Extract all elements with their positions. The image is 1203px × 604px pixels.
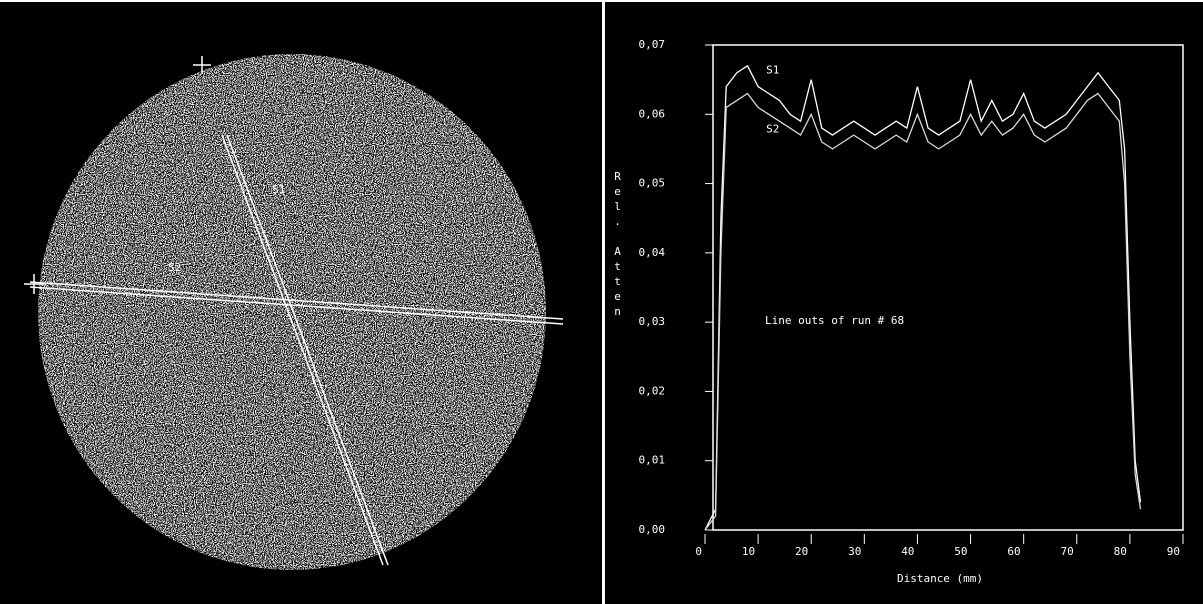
y-tick-label: 0,03 <box>639 315 666 328</box>
y-tick-label: 0,02 <box>639 384 666 397</box>
border <box>0 0 1203 2</box>
figure: S1 S2 Rel. Atten Distance (mm) Line outs… <box>0 0 1203 604</box>
y-tick-label: 0,07 <box>639 38 666 51</box>
y-tick-label: 0,01 <box>639 454 666 467</box>
y-axis-label: Rel. Atten <box>611 170 624 320</box>
y-tick-label: 0,05 <box>639 177 666 190</box>
x-tick-label: 70 <box>1061 545 1074 558</box>
x-tick-label: 40 <box>901 545 914 558</box>
series-label: S1 <box>766 64 779 77</box>
y-tick-label: 0,00 <box>639 523 666 536</box>
panel-divider <box>602 0 605 604</box>
y-tick-label: 0,04 <box>639 246 666 259</box>
page: S1 S2 Rel. Atten Distance (mm) Line outs… <box>0 0 1203 604</box>
x-tick-label: 0 <box>695 545 702 558</box>
x-tick-label: 90 <box>1167 545 1180 558</box>
x-tick-label: 50 <box>954 545 967 558</box>
annotation: Line outs of run # 68 <box>765 314 904 327</box>
x-tick-label: 60 <box>1007 545 1020 558</box>
lineout-label: S1 <box>272 183 285 196</box>
x-tick-label: 20 <box>795 545 808 558</box>
x-tick-label: 10 <box>742 545 755 558</box>
series-label: S2 <box>766 122 779 135</box>
x-axis-label: Distance (mm) <box>897 572 983 585</box>
x-tick-label: 30 <box>848 545 861 558</box>
x-tick-label: 80 <box>1114 545 1127 558</box>
lineout-label: S2 <box>168 261 181 274</box>
y-tick-label: 0,06 <box>639 107 666 120</box>
